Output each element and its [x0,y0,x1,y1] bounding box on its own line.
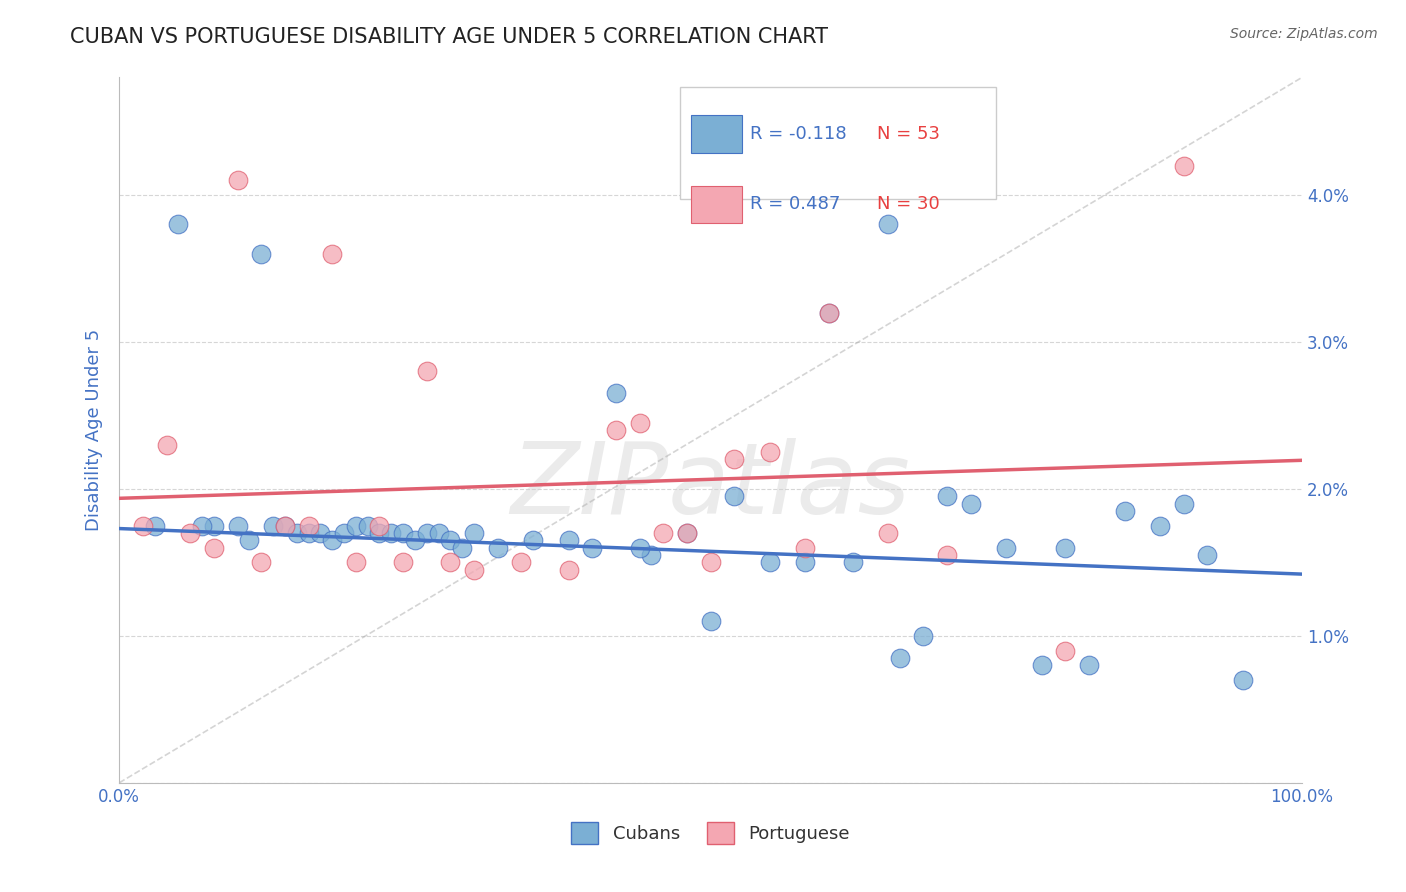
Point [1197,548,1219,562]
Point [226,173,249,187]
Point [143,518,166,533]
Point [1031,658,1053,673]
Point [522,533,544,548]
Point [463,526,485,541]
Point [463,563,485,577]
Point [936,548,959,562]
Point [699,555,721,569]
Point [1149,518,1171,533]
Point [132,518,155,533]
Point [652,526,675,541]
Point [179,526,201,541]
Point [676,526,699,541]
Point [274,518,297,533]
Point [250,555,273,569]
Point [202,518,225,533]
Point [818,305,841,319]
Point [841,555,863,569]
Text: CUBAN VS PORTUGUESE DISABILITY AGE UNDER 5 CORRELATION CHART: CUBAN VS PORTUGUESE DISABILITY AGE UNDER… [70,27,828,46]
Point [605,423,627,437]
Point [439,555,461,569]
Point [486,541,509,555]
Point [368,518,391,533]
Point [995,541,1018,555]
Point [344,518,367,533]
Point [581,541,603,555]
Text: N = 53: N = 53 [877,125,939,143]
Point [191,518,214,533]
Point [1078,658,1101,673]
Point [510,555,533,569]
Point [321,247,343,261]
Point [1054,541,1077,555]
Point [676,526,699,541]
Point [451,541,474,555]
Point [557,563,579,577]
Point [404,533,426,548]
Point [699,614,721,628]
Point [628,416,651,430]
Point [557,533,579,548]
Point [297,526,319,541]
Text: R = -0.118: R = -0.118 [751,125,846,143]
Point [758,445,780,459]
Point [262,518,284,533]
Point [297,518,319,533]
Point [380,526,402,541]
Point [356,518,378,533]
Point [226,518,249,533]
Point [723,452,745,467]
Y-axis label: Disability Age Under 5: Disability Age Under 5 [86,329,103,532]
Point [368,526,391,541]
Point [877,526,900,541]
Point [794,541,817,555]
Point [723,489,745,503]
Point [309,526,332,541]
Text: R = 0.487: R = 0.487 [751,195,841,213]
Point [416,526,439,541]
Point [640,548,662,562]
Point [818,305,841,319]
Point [416,364,439,378]
Point [959,497,981,511]
Point [392,555,415,569]
Point [1054,643,1077,657]
Text: N = 30: N = 30 [877,195,939,213]
Point [628,541,651,555]
Point [285,526,308,541]
Point [238,533,260,548]
Point [912,629,935,643]
Point [427,526,450,541]
Text: ZIPatlas: ZIPatlas [510,438,911,535]
Point [333,526,356,541]
Point [439,533,461,548]
Point [1173,497,1195,511]
Point [1232,673,1254,687]
Legend: Cubans, Portuguese: Cubans, Portuguese [564,815,858,851]
Point [605,386,627,401]
Point [344,555,367,569]
Point [758,555,780,569]
Point [936,489,959,503]
Point [889,651,911,665]
Point [202,541,225,555]
Point [167,218,190,232]
Point [1173,159,1195,173]
Text: Source: ZipAtlas.com: Source: ZipAtlas.com [1230,27,1378,41]
Point [155,438,177,452]
Point [877,218,900,232]
Point [794,555,817,569]
Point [250,247,273,261]
Point [321,533,343,548]
Point [392,526,415,541]
Point [1114,504,1136,518]
Point [274,518,297,533]
